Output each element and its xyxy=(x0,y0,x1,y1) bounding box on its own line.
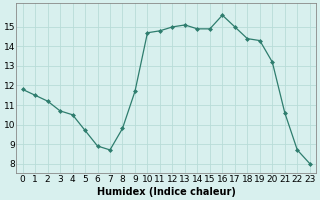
X-axis label: Humidex (Indice chaleur): Humidex (Indice chaleur) xyxy=(97,187,236,197)
